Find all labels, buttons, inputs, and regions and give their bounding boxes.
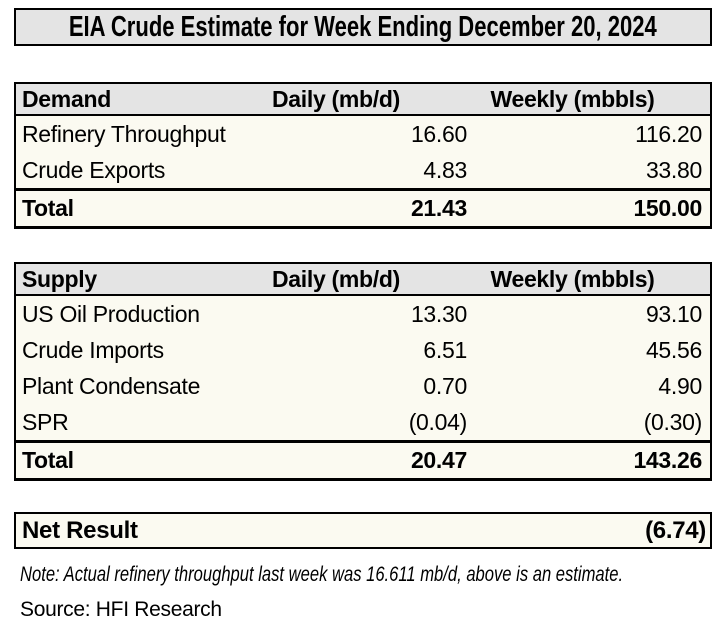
page-title: EIA Crude Estimate for Week Ending Decem… — [69, 11, 657, 43]
title-box: EIA Crude Estimate for Week Ending Decem… — [14, 8, 712, 46]
row-label: SPR — [22, 409, 69, 435]
row-weekly-value: 93.10 — [645, 301, 702, 327]
total-weekly-value: 143.26 — [471, 440, 710, 478]
supply-table: Supply Daily (mb/d) Weekly (mbbls) US Oi… — [14, 262, 712, 481]
row-label: US Oil Production — [22, 301, 200, 327]
total-row-label: Total — [16, 188, 201, 226]
row-daily-value: (0.04) — [408, 409, 468, 435]
total-weekly-value: 150.00 — [471, 188, 710, 226]
row-label: Plant Condensate — [22, 373, 201, 399]
total-row-label: Total — [16, 440, 201, 478]
row-weekly-value: (0.30) — [643, 409, 703, 435]
total-daily-value: 21.43 — [201, 188, 471, 226]
demand-table: Demand Daily (mb/d) Weekly (mbbls) Refin… — [14, 82, 712, 229]
row-weekly-value: 116.20 — [635, 121, 702, 147]
supply-header-daily: Daily (mb/d) — [201, 264, 471, 296]
net-result-box: Net Result (6.74) — [14, 512, 712, 549]
demand-header-weekly: Weekly (mbbls) — [471, 84, 710, 116]
row-daily-value: 16.60 — [410, 121, 467, 147]
net-result-value: (6.74) — [645, 516, 706, 544]
note-text: Note: Actual refinery throughput last we… — [20, 563, 624, 586]
net-result-label: Net Result — [22, 516, 138, 544]
demand-header-category: Demand — [16, 84, 201, 116]
row-weekly-value: 45.56 — [645, 337, 702, 363]
row-label: Refinery Throughput — [22, 121, 226, 147]
supply-header-weekly: Weekly (mbbls) — [471, 264, 710, 296]
source-text: Source: HFI Research — [20, 598, 222, 621]
row-weekly-value: 33.80 — [645, 157, 702, 183]
row-daily-value: 13.30 — [410, 301, 467, 327]
total-daily-value: 20.47 — [201, 440, 471, 478]
row-weekly-value: 4.90 — [658, 373, 702, 399]
demand-header-daily: Daily (mb/d) — [201, 84, 471, 116]
supply-header-category: Supply — [16, 264, 201, 296]
row-daily-value: 6.51 — [423, 337, 467, 363]
row-daily-value: 0.70 — [423, 373, 467, 399]
row-label: Crude Imports — [22, 337, 164, 363]
row-daily-value: 4.83 — [423, 157, 467, 183]
row-label: Crude Exports — [22, 157, 166, 183]
